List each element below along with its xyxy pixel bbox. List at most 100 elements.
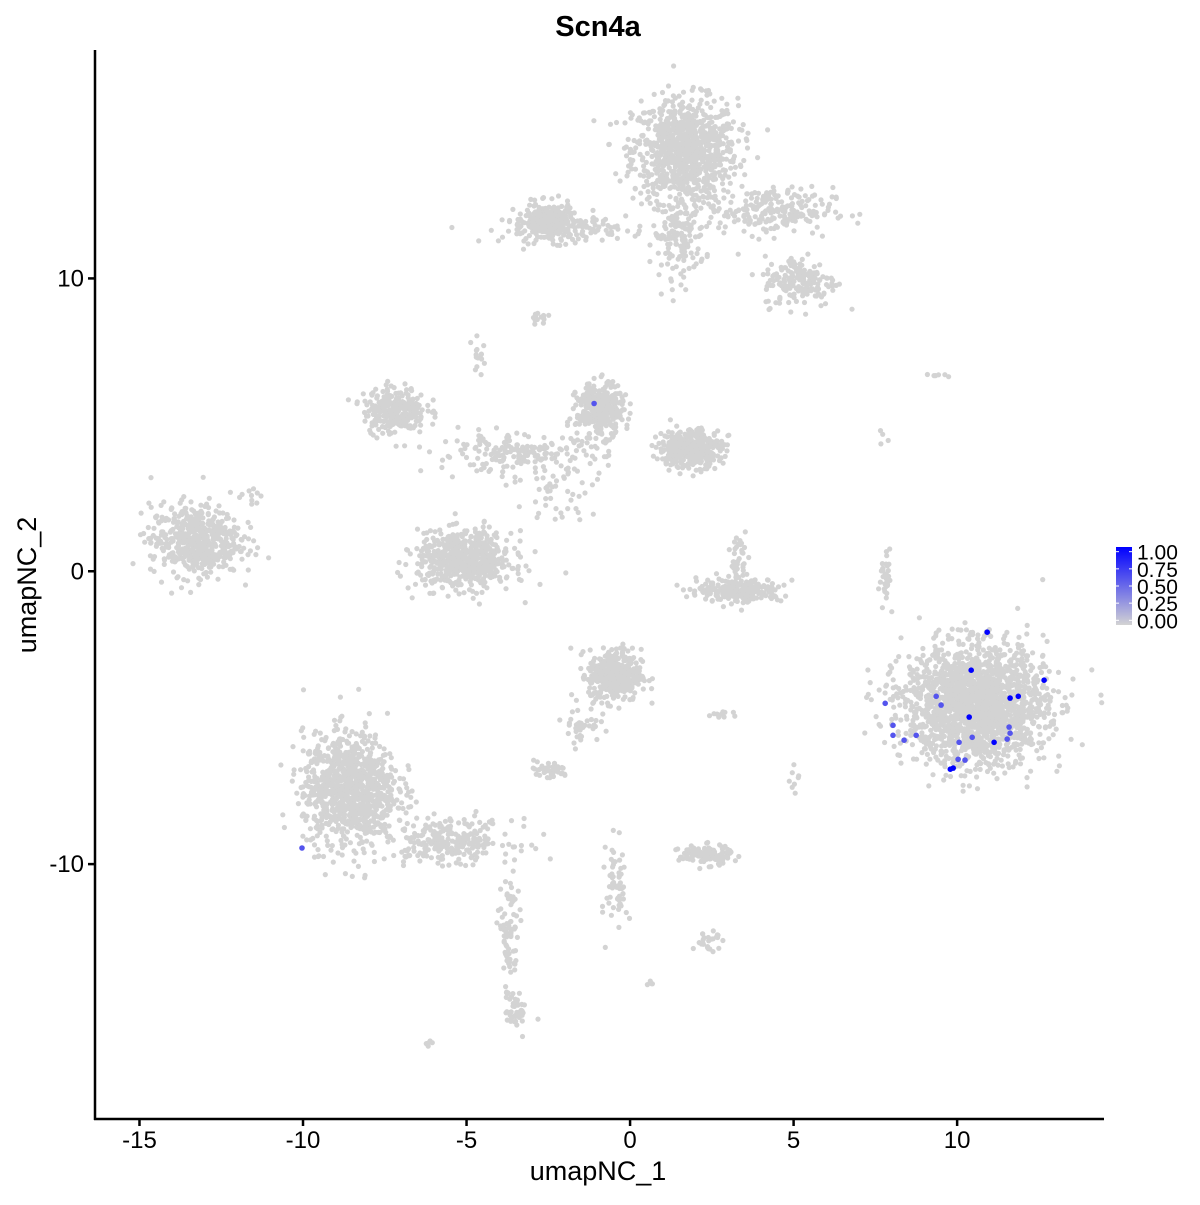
- cell-point: [753, 206, 759, 212]
- cell-point: [194, 520, 200, 526]
- cell-point: [406, 405, 412, 411]
- cell-point: [586, 385, 592, 391]
- cell-point: [196, 575, 202, 581]
- cell-point: [693, 192, 699, 198]
- cell-point: [898, 760, 904, 766]
- cell-point: [390, 414, 396, 420]
- cell-point: [582, 421, 588, 427]
- cell-point: [708, 104, 714, 111]
- cell-point: [688, 250, 694, 256]
- cell-point: [505, 228, 512, 234]
- cell-point: [531, 203, 537, 209]
- cell-point: [565, 469, 572, 475]
- cell-point: [674, 173, 681, 179]
- cell-point: [785, 188, 791, 194]
- cell-point: [686, 265, 692, 271]
- cell-point: [576, 421, 583, 427]
- cell-point: [615, 383, 621, 389]
- cell-point: [180, 526, 186, 532]
- cell-point: [476, 437, 482, 443]
- cell-point: [454, 438, 460, 444]
- cell-point: [253, 552, 259, 558]
- cell-point: [162, 517, 168, 524]
- cell-point: [691, 431, 697, 437]
- cell-point: [504, 434, 510, 441]
- cell-point: [649, 442, 655, 449]
- cell-point: [669, 99, 676, 105]
- cell-point: [755, 155, 761, 161]
- cell-point: [543, 214, 549, 220]
- cell-point: [393, 443, 399, 449]
- cell-point: [652, 143, 658, 149]
- cell-point: [712, 162, 718, 168]
- cell-point: [482, 559, 488, 565]
- cell-point: [728, 199, 734, 205]
- cell-point: [656, 440, 662, 446]
- cell-point: [817, 277, 823, 283]
- cell-point: [168, 506, 174, 512]
- cell-point: [707, 461, 713, 467]
- cell-point: [548, 451, 555, 457]
- cell-point: [536, 510, 542, 516]
- cell-point: [522, 600, 528, 606]
- cell-point: [568, 214, 574, 220]
- cell-point: [462, 528, 468, 534]
- cell-point: [810, 286, 816, 292]
- cell-point: [765, 127, 771, 133]
- cell-point: [700, 178, 707, 185]
- cell-point: [698, 97, 704, 103]
- cell-point: [710, 194, 716, 200]
- cell-point: [691, 456, 697, 462]
- cell-point: [690, 473, 696, 479]
- cell-point: [830, 287, 836, 293]
- cell-point: [565, 506, 571, 512]
- cell-point: [647, 200, 653, 206]
- cell-point: [538, 220, 544, 226]
- cell-point: [480, 524, 486, 530]
- cell-point: [714, 438, 720, 444]
- cell-point: [440, 573, 446, 579]
- cell-point: [548, 440, 555, 446]
- cell-point: [755, 585, 761, 591]
- cell-point: [698, 440, 704, 446]
- cell-point: [583, 234, 589, 240]
- cell-point: [425, 545, 431, 551]
- cell-point: [210, 543, 216, 549]
- cell-point: [791, 228, 797, 234]
- cell-point: [481, 541, 487, 548]
- cell-point: [647, 242, 653, 248]
- cell-point: [186, 517, 193, 523]
- cell-point: [444, 568, 450, 574]
- cell-point: [935, 757, 941, 763]
- cell-point: [517, 477, 523, 483]
- cell-point: [449, 224, 455, 231]
- cell-point: [812, 192, 818, 198]
- cell-point: [237, 494, 243, 500]
- cell-point: [683, 253, 689, 259]
- cell-point: [730, 119, 737, 125]
- cell-point: [524, 207, 531, 213]
- cell-point: [664, 171, 670, 177]
- cell-point: [658, 447, 665, 453]
- cell-point: [648, 144, 654, 150]
- cell-point: [199, 521, 205, 527]
- cell-point: [740, 122, 746, 128]
- cell-point: [224, 511, 230, 518]
- cell-point: [427, 564, 433, 570]
- cell-point: [659, 139, 666, 146]
- cell-point: [692, 176, 698, 182]
- cell-point: [561, 474, 567, 480]
- cell-point: [176, 540, 182, 546]
- cell-point: [762, 253, 768, 259]
- cell-point: [613, 171, 619, 177]
- cell-point: [800, 273, 806, 279]
- cell-point: [599, 237, 605, 243]
- cell-point: [467, 579, 473, 585]
- cell-point: [693, 467, 699, 473]
- cell-point: [651, 114, 658, 120]
- cell-point: [693, 113, 699, 119]
- cell-point: [476, 433, 482, 439]
- cell-point: [606, 141, 612, 148]
- cell-point: [130, 561, 136, 567]
- cell-point: [210, 517, 216, 523]
